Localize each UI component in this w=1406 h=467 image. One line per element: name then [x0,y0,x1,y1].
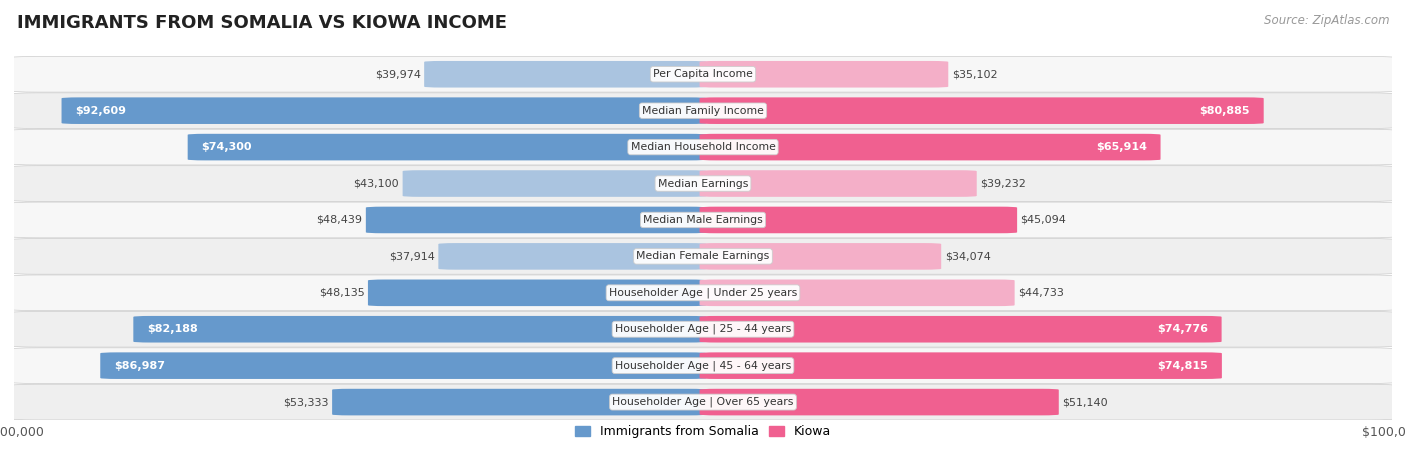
Text: Householder Age | Over 65 years: Householder Age | Over 65 years [612,397,794,407]
FancyBboxPatch shape [187,134,706,160]
Text: $82,188: $82,188 [148,324,198,334]
FancyBboxPatch shape [402,170,706,197]
Text: $92,609: $92,609 [76,106,127,116]
Text: $48,439: $48,439 [316,215,363,225]
FancyBboxPatch shape [134,316,706,342]
FancyBboxPatch shape [700,207,1017,233]
FancyBboxPatch shape [11,311,1395,347]
FancyBboxPatch shape [700,389,1059,415]
Text: Householder Age | 25 - 44 years: Householder Age | 25 - 44 years [614,324,792,334]
Text: Source: ZipAtlas.com: Source: ZipAtlas.com [1264,14,1389,27]
Text: $74,815: $74,815 [1157,361,1208,371]
Text: IMMIGRANTS FROM SOMALIA VS KIOWA INCOME: IMMIGRANTS FROM SOMALIA VS KIOWA INCOME [17,14,508,32]
FancyBboxPatch shape [11,93,1395,128]
FancyBboxPatch shape [700,61,948,87]
FancyBboxPatch shape [11,348,1395,383]
Text: Median Household Income: Median Household Income [630,142,776,152]
FancyBboxPatch shape [425,61,706,87]
Text: $39,974: $39,974 [375,69,420,79]
Text: $34,074: $34,074 [945,251,990,262]
Text: $65,914: $65,914 [1095,142,1147,152]
Text: Median Earnings: Median Earnings [658,178,748,189]
FancyBboxPatch shape [11,384,1395,420]
FancyBboxPatch shape [700,134,1160,160]
Text: $74,300: $74,300 [201,142,252,152]
Text: $48,135: $48,135 [319,288,364,298]
Text: $43,100: $43,100 [353,178,399,189]
Text: Householder Age | Under 25 years: Householder Age | Under 25 years [609,288,797,298]
Text: $74,776: $74,776 [1157,324,1208,334]
Text: Per Capita Income: Per Capita Income [652,69,754,79]
Text: $80,885: $80,885 [1199,106,1250,116]
Text: $35,102: $35,102 [952,69,997,79]
Text: $45,094: $45,094 [1021,215,1066,225]
Text: $53,333: $53,333 [283,397,329,407]
Text: Median Family Income: Median Family Income [643,106,763,116]
Text: Median Female Earnings: Median Female Earnings [637,251,769,262]
Text: $39,232: $39,232 [980,178,1026,189]
FancyBboxPatch shape [439,243,706,269]
FancyBboxPatch shape [62,98,706,124]
FancyBboxPatch shape [700,98,1264,124]
Text: $51,140: $51,140 [1062,397,1108,407]
FancyBboxPatch shape [100,353,706,379]
FancyBboxPatch shape [332,389,706,415]
FancyBboxPatch shape [11,129,1395,165]
FancyBboxPatch shape [11,275,1395,311]
FancyBboxPatch shape [366,207,706,233]
Text: $44,733: $44,733 [1018,288,1064,298]
Text: $37,914: $37,914 [389,251,434,262]
FancyBboxPatch shape [700,353,1222,379]
Text: $86,987: $86,987 [114,361,165,371]
Text: Median Male Earnings: Median Male Earnings [643,215,763,225]
Text: Householder Age | 45 - 64 years: Householder Age | 45 - 64 years [614,361,792,371]
FancyBboxPatch shape [11,239,1395,274]
FancyBboxPatch shape [11,202,1395,238]
FancyBboxPatch shape [700,316,1222,342]
FancyBboxPatch shape [11,166,1395,201]
FancyBboxPatch shape [700,170,977,197]
FancyBboxPatch shape [700,243,941,269]
FancyBboxPatch shape [11,57,1395,92]
FancyBboxPatch shape [700,280,1015,306]
FancyBboxPatch shape [368,280,706,306]
Legend: Immigrants from Somalia, Kiowa: Immigrants from Somalia, Kiowa [569,420,837,443]
